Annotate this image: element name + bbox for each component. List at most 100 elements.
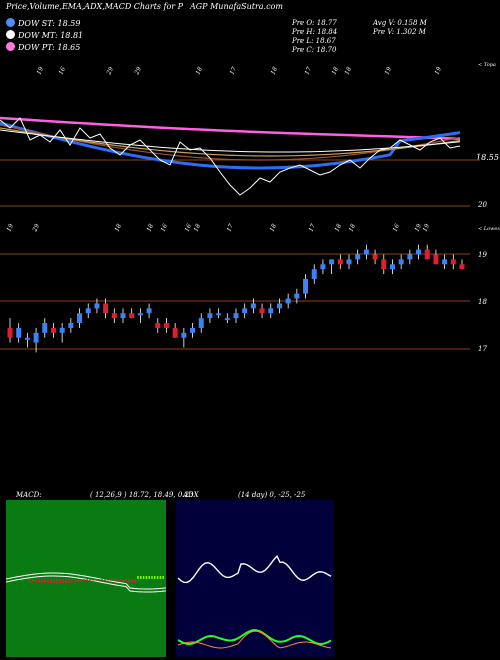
panel2-price-17: 17 [478, 345, 487, 353]
candle-body-3 [33, 332, 39, 343]
candle-body-34 [303, 278, 309, 294]
dow-st-dot [6, 18, 15, 27]
panel1-date-5: 17 [228, 66, 238, 76]
chart-title-right: AGP MunafaSutra.com [190, 2, 283, 11]
candle-body-15 [137, 313, 143, 316]
macd-label: MACD: [16, 491, 42, 499]
candle-body-38 [337, 259, 343, 265]
adx-panel-bg [176, 500, 334, 657]
candle-body-45 [398, 259, 404, 265]
candle-body-41 [363, 249, 369, 255]
stat-low: Pre L: 18.67 [292, 37, 336, 45]
candle-body-21 [190, 327, 196, 333]
macd-values: ( 12,26,9 ) 18.72, 18.49, 0.23 [90, 491, 194, 499]
panel1-date-1: 16 [57, 66, 67, 76]
panel1-date-11: 19 [433, 66, 443, 76]
dow-mt-label: DOW MT: 18.81 [18, 31, 84, 40]
candle-body-26 [233, 313, 239, 319]
price-line [0, 117, 461, 196]
candle-body-47 [416, 249, 422, 255]
candle-body-18 [163, 323, 169, 328]
candle-body-16 [146, 308, 152, 314]
candle-body-23 [207, 313, 213, 319]
panel2-date-11: 18 [347, 223, 357, 233]
candle-body-29 [259, 308, 265, 314]
panel2-price-19: 19 [478, 251, 487, 259]
candle-body-33 [294, 293, 300, 299]
candle-body-12 [111, 313, 117, 319]
candle-body-22 [198, 318, 204, 328]
candle-body-9 [85, 308, 91, 314]
dow-mt-dot [6, 30, 15, 39]
ema-pt-line [0, 116, 461, 140]
panel1-date-8: 18 [330, 66, 340, 76]
candle-body-27 [242, 308, 248, 314]
candle-body-48 [424, 249, 430, 260]
candle-body-42 [372, 254, 378, 260]
candle-body-46 [407, 254, 413, 260]
ema-st-line [0, 121, 461, 170]
adx-green-line [177, 629, 332, 645]
candle-body-35 [311, 269, 317, 279]
panel1-date-7: 17 [303, 66, 313, 76]
candle-body-6 [59, 327, 65, 333]
panel1-price-20: 20 [478, 201, 487, 209]
adx-label: ADX [183, 491, 199, 499]
dow-mt: DOW MT: 18.81 [6, 30, 83, 40]
candle-body-51 [450, 259, 456, 265]
panel1-top-label: < Topa [478, 62, 496, 68]
stat-open: Pre O: 18.77 [292, 19, 337, 27]
stat-high: Pre H: 18.84 [292, 28, 338, 36]
candle-body-43 [381, 259, 387, 270]
panel1-date-4: 18 [194, 66, 204, 76]
stat-avg-volume: Avg V: 0.158 M [373, 19, 427, 27]
ema-mid-line-2 [0, 127, 461, 157]
candle-body-52 [459, 264, 465, 270]
panel1-price-1855: 18.55 [476, 153, 499, 162]
candle-body-17 [155, 323, 161, 328]
panel1-date-0: 19 [35, 66, 45, 76]
panel1-date-10: 19 [383, 66, 393, 76]
candle-body-0 [7, 327, 13, 338]
panel2-date-7: 17 [225, 223, 235, 233]
candle-body-36 [320, 264, 326, 270]
candle-body-40 [355, 254, 361, 260]
dow-st-label: DOW ST: 18.59 [18, 19, 81, 28]
dow-st: DOW ST: 18.59 [6, 18, 80, 28]
panel1-date-6: 18 [269, 66, 279, 76]
candle-body-31 [276, 303, 282, 309]
candle-body-2 [24, 337, 30, 340]
candle-body-14 [129, 313, 135, 319]
candle-body-28 [250, 303, 256, 309]
chart-title-left: Price,Volume,EMA,ADX,MACD Charts for P [6, 2, 184, 11]
candle-body-32 [285, 298, 291, 304]
dow-pt: DOW PT: 18.65 [6, 42, 80, 52]
dow-pt-dot [6, 42, 15, 51]
panel2-date-5: 16 [183, 223, 193, 233]
candle-body-20 [181, 332, 187, 338]
candle-body-30 [268, 308, 274, 314]
candle-body-44 [389, 264, 395, 270]
panel1-date-9: 18 [343, 66, 353, 76]
candle-body-10 [94, 303, 100, 309]
panel2-top-label: < Lowes [478, 226, 500, 232]
panel2-date-13: 19 [413, 223, 423, 233]
adx-values: (14 day) 0, -25, -25 [238, 491, 306, 499]
panel2-date-1: 29 [31, 223, 41, 234]
macd-line-1 [5, 572, 167, 590]
macd-line-2 [5, 575, 167, 593]
candle-body-39 [346, 259, 352, 265]
panel2-date-4: 16 [159, 223, 169, 233]
panel2-date-6: 18 [192, 223, 202, 233]
adx-white-line [177, 554, 332, 584]
panel2-price-18: 18 [478, 298, 487, 306]
candle-body-7 [68, 323, 74, 328]
panel2-date-0: 19 [5, 223, 15, 233]
panel1-date-2: 29 [105, 66, 115, 77]
candle-body-5 [50, 327, 56, 333]
candle-body-24 [216, 313, 222, 316]
candle-body-37 [329, 259, 335, 265]
dow-pt-label: DOW PT: 18.65 [18, 43, 81, 52]
candle-body-49 [433, 254, 439, 265]
